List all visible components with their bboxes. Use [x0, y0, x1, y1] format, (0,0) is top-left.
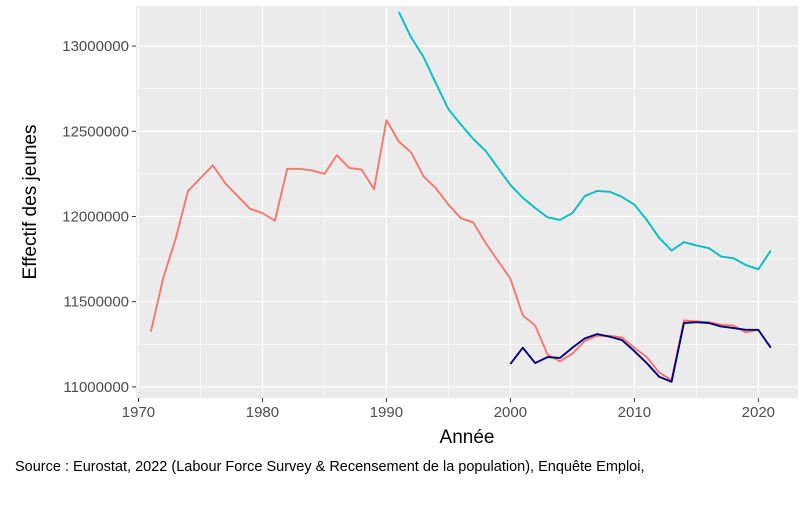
y-tick-label: 11500000: [63, 294, 129, 311]
y-tick-label: 12500000: [62, 123, 129, 140]
y-axis: 11000000 11500000 12000000 12500000 13000000: [62, 38, 136, 396]
series-line-2: [397, 11, 772, 271]
y-tick-label: 13000000: [62, 38, 129, 55]
panel-background: [136, 6, 798, 398]
x-tick-label: 1980: [246, 404, 279, 421]
series-lines: [149, 11, 772, 383]
series-line-1: [149, 119, 759, 382]
source-caption: Source : Eurostat, 2022 (Labour Force Su…: [15, 459, 645, 475]
x-tick-label: 2010: [618, 404, 651, 421]
y-axis-title: Effectif des jeunes: [20, 125, 41, 280]
x-axis: 1970 1980 1990 2000 2010 2020: [122, 398, 775, 421]
x-tick-label: 1990: [370, 404, 403, 421]
minor-gridlines: [136, 6, 798, 398]
y-tick-label: 11000000: [63, 379, 129, 396]
x-axis-title: Année: [440, 427, 495, 448]
major-gridlines: [136, 6, 798, 398]
x-tick-label: 2000: [494, 404, 527, 421]
y-tick-label: 12000000: [62, 208, 129, 225]
x-tick-label: 2020: [742, 404, 775, 421]
series-line-3: [509, 321, 772, 383]
x-tick-label: 1970: [122, 404, 155, 421]
